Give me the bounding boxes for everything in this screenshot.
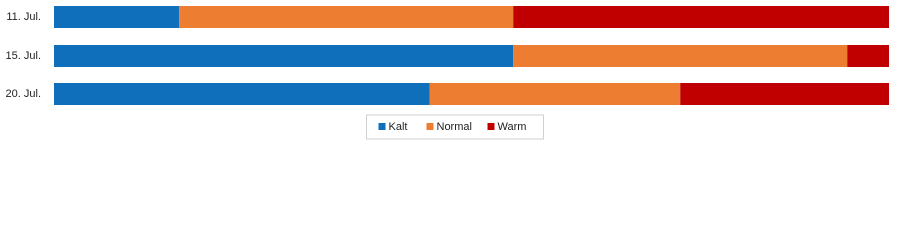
y-tick-label: 15. Jul. xyxy=(6,50,41,62)
legend-swatch xyxy=(487,123,495,130)
legend-swatch xyxy=(378,123,386,130)
legend-label: Warm xyxy=(498,121,527,133)
y-tick-label: 11. Jul. xyxy=(6,11,41,23)
bar-segment xyxy=(513,45,848,67)
bar-segment xyxy=(680,83,889,105)
bar-segment xyxy=(513,6,889,28)
y-tick-label: 20. Jul. xyxy=(6,88,41,100)
bar-segment xyxy=(429,83,681,105)
bar-segment xyxy=(54,6,180,28)
bar-segment xyxy=(179,6,514,28)
legend: Kalt Normal Warm xyxy=(366,114,544,140)
bar-segment xyxy=(54,45,514,67)
legend-label: Kalt xyxy=(389,121,408,133)
legend-label: Normal xyxy=(437,121,472,133)
chart: 11. Jul. 15. Jul. 20. Jul. Kalt Normal Warm xyxy=(5,6,889,140)
legend-swatch xyxy=(426,123,434,130)
bar-segment xyxy=(54,83,430,105)
legend-box xyxy=(366,114,544,140)
bar-segment xyxy=(847,45,889,67)
